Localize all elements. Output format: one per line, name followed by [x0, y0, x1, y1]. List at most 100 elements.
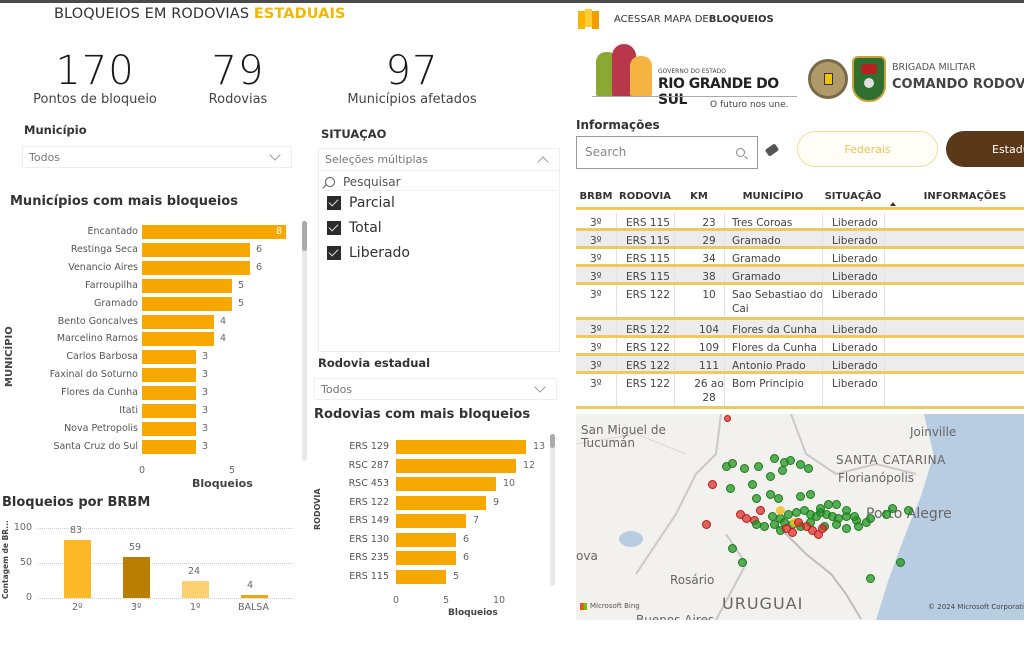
col-municipio[interactable]: MUNICÍPIO	[742, 191, 804, 202]
map-marker-liberado[interactable]	[774, 494, 783, 503]
bar[interactable]	[396, 532, 456, 547]
map-marker-liberado[interactable]	[728, 459, 737, 468]
bar[interactable]	[182, 581, 209, 598]
map-marker-liberado[interactable]	[738, 558, 747, 567]
bar[interactable]	[396, 495, 486, 510]
map-marker-liberado[interactable]	[882, 510, 891, 519]
map-marker-liberado[interactable]	[854, 522, 863, 531]
situacao-search[interactable]: Pesquisar	[322, 173, 557, 191]
map-marker-liberado[interactable]	[728, 544, 737, 553]
map-marker-liberado[interactable]	[832, 520, 841, 529]
bar[interactable]	[142, 278, 232, 293]
map-marker-liberado[interactable]	[770, 520, 779, 529]
rodovia-dropdown[interactable]: Todos	[314, 378, 557, 400]
map-marker-liberado[interactable]	[806, 490, 815, 499]
map-marker-liberado[interactable]	[770, 454, 779, 463]
bar[interactable]	[142, 386, 196, 401]
table-row[interactable]: 3º ERS 115 29 Gramado Liberado	[576, 231, 1024, 249]
map-link[interactable]: ACESSAR MAPA DE BLOQUEIOS	[578, 9, 774, 29]
checkbox-checked[interactable]	[327, 221, 341, 235]
map-marker-total[interactable]	[782, 524, 791, 533]
bar[interactable]	[396, 569, 446, 584]
bar[interactable]	[396, 440, 526, 454]
table-row[interactable]: 3º ERS 122 26 ao 28 Bom Principio Liberado	[576, 374, 1024, 409]
scrollbar-thumb[interactable]	[550, 434, 555, 448]
estaduais-button[interactable]: Estadu	[946, 131, 1024, 167]
bar[interactable]	[142, 439, 196, 454]
rodovias-chart-scrollbar[interactable]	[550, 434, 555, 586]
map-marker-liberado[interactable]	[904, 506, 913, 515]
bar[interactable]	[142, 296, 232, 311]
map-marker-liberado[interactable]	[740, 464, 749, 473]
eraser-icon[interactable]	[764, 143, 780, 157]
map-marker-parcial[interactable]	[776, 506, 785, 515]
col-rodovia[interactable]: RODOVIA	[619, 191, 671, 202]
map-marker-liberado[interactable]	[760, 522, 769, 531]
table-row[interactable]: 3º ERS 122 109 Flores da Cunha Liberado	[576, 338, 1024, 356]
bar[interactable]	[142, 404, 196, 418]
situacao-option-parcial[interactable]: Parcial	[327, 195, 395, 211]
checkbox-checked[interactable]	[327, 246, 341, 260]
bar[interactable]	[142, 314, 214, 329]
federais-button[interactable]: Federais	[797, 131, 938, 167]
scrollbar-thumb[interactable]	[302, 221, 307, 251]
map-marker-liberado[interactable]	[752, 494, 761, 503]
table-row[interactable]: 3º ERS 115 38 Gramado Liberado	[576, 267, 1024, 285]
col-informacoes[interactable]: INFORMAÇÕES	[923, 191, 1007, 202]
municipio-dropdown[interactable]: Todos	[22, 146, 292, 168]
blockade-map[interactable]: San Miguel de Tucumán Joinville SANTA CATA…	[576, 414, 1024, 620]
table-row[interactable]: 3º ERS 115 34 Gramado Liberado	[576, 249, 1024, 267]
bar[interactable]	[142, 350, 196, 365]
map-marker-total[interactable]	[724, 415, 731, 422]
col-brbm[interactable]: BRBM	[579, 191, 613, 202]
col-km[interactable]: KM	[690, 191, 708, 202]
table-search-input[interactable]: Search	[576, 136, 758, 169]
situacao-option-liberado[interactable]: Liberado	[327, 245, 410, 261]
table-row[interactable]: 3º ERS 122 10 Sao Sebastiao do Cai Liberado	[576, 285, 1024, 320]
map-marker-liberado[interactable]	[754, 462, 763, 471]
situacao-dropdown[interactable]: Seleções múltiplas	[319, 149, 559, 171]
map-marker-liberado[interactable]	[816, 504, 825, 513]
map-marker-liberado[interactable]	[896, 558, 905, 567]
bar[interactable]	[142, 332, 214, 347]
map-marker-liberado[interactable]	[866, 574, 875, 583]
bar[interactable]	[142, 368, 196, 383]
map-marker-liberado[interactable]	[888, 504, 897, 513]
map-marker-total[interactable]	[756, 506, 765, 515]
table-row[interactable]: 3º ERS 122 104 Flores da Cunha Liberado	[576, 320, 1024, 338]
map-marker-liberado[interactable]	[850, 512, 859, 521]
map-marker-total[interactable]	[818, 524, 827, 533]
col-situacao[interactable]: SITUAÇÃO	[824, 191, 882, 202]
situacao-option-total[interactable]: Total	[327, 220, 382, 236]
table-row[interactable]: 3º ERS 122 111 Antonio Prado Liberado	[576, 356, 1024, 374]
map-marker-liberado[interactable]	[778, 466, 787, 475]
map-marker-liberado[interactable]	[796, 492, 805, 501]
map-marker-liberado[interactable]	[726, 484, 735, 493]
map-marker-liberado[interactable]	[766, 472, 775, 481]
bar[interactable]	[142, 260, 250, 275]
bar[interactable]	[396, 458, 516, 473]
table-row[interactable]: 3º ERS 115 23 Tres Coroas Liberado	[576, 213, 1024, 231]
map-marker-total[interactable]	[802, 522, 811, 531]
map-marker-liberado[interactable]	[748, 480, 757, 489]
map-marker-liberado[interactable]	[842, 524, 851, 533]
bar[interactable]	[64, 539, 91, 598]
checkbox-checked[interactable]	[327, 196, 341, 210]
bar[interactable]	[396, 551, 456, 565]
map-marker-total[interactable]	[708, 480, 717, 489]
map-marker-liberado[interactable]	[804, 464, 813, 473]
map-marker-total[interactable]	[742, 514, 751, 523]
map-marker-liberado[interactable]	[832, 500, 841, 509]
map-marker-total[interactable]	[702, 520, 711, 529]
sort-ascending-icon[interactable]	[890, 202, 896, 206]
bar[interactable]	[241, 595, 268, 598]
bar[interactable]	[142, 225, 286, 239]
map-marker-total[interactable]	[794, 518, 803, 527]
bar[interactable]	[396, 477, 496, 491]
map-marker-liberado[interactable]	[842, 506, 851, 515]
bar[interactable]	[123, 556, 150, 598]
bar[interactable]	[142, 242, 250, 257]
municipios-chart-scrollbar[interactable]	[302, 221, 307, 461]
map-marker-liberado[interactable]	[786, 456, 795, 465]
map-marker-liberado[interactable]	[866, 514, 875, 523]
